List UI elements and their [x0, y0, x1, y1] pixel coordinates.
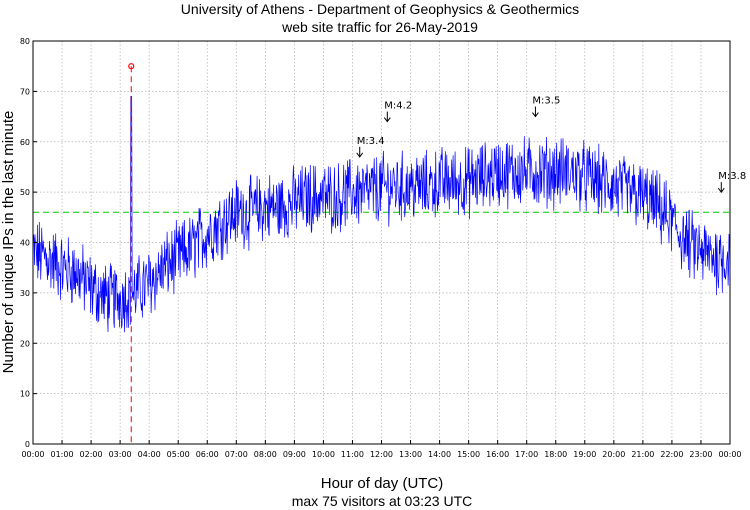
- x-axis-ticks: 00:00 01:00 02:00 03:00 04:00 05:00 06:00 07:00…: [21, 440, 742, 459]
- x-tick-label: 14:00: [428, 450, 451, 459]
- x-tick-label: 12:00: [370, 450, 393, 459]
- y-axis-ticks: 0 10 20 30 40 50 60 70 80: [20, 37, 37, 449]
- grid: [33, 41, 730, 444]
- y-tick-label: 40: [20, 239, 30, 248]
- peak-point: [128, 63, 135, 70]
- earthquake-markers: M:3.4 M:4.2 M:3.5 M:3.8: [356, 96, 746, 193]
- earthquake-arrowhead: [383, 117, 391, 123]
- x-tick-label: 15:00: [457, 450, 480, 459]
- x-tick-label: 03:00: [109, 450, 132, 459]
- y-tick-label: 0: [25, 440, 30, 449]
- earthquake-arrowhead: [717, 187, 725, 193]
- y-tick-label: 30: [20, 289, 30, 298]
- x-tick-label: 23:00: [689, 450, 712, 459]
- chart-subtitle: web site traffic for 26-May-2019: [281, 19, 478, 35]
- x-tick-label: 16:00: [486, 450, 509, 459]
- x-tick-label: 00:00: [21, 450, 44, 459]
- x-axis-sublabel: max 75 visitors at 03:23 UTC: [292, 493, 473, 509]
- y-tick-label: 80: [20, 37, 30, 46]
- x-tick-label: 09:00: [283, 450, 306, 459]
- x-tick-label: 00:00: [718, 450, 741, 459]
- x-tick-label: 05:00: [167, 450, 190, 459]
- y-tick-label: 10: [20, 390, 30, 399]
- x-tick-label: 18:00: [544, 450, 567, 459]
- chart-title: University of Athens - Department of Geo…: [181, 1, 579, 17]
- x-axis-label: Hour of day (UTC): [321, 475, 444, 492]
- series-traffic: [32, 96, 731, 333]
- earthquake-arrowhead: [356, 152, 364, 158]
- x-tick-label: 22:00: [660, 450, 683, 459]
- earthquake-label: M:3.5: [532, 96, 560, 107]
- series-line: [32, 96, 731, 333]
- earthquake-arrowhead: [532, 112, 539, 118]
- x-tick-label: 11:00: [341, 450, 364, 459]
- peak-marker: [128, 63, 135, 444]
- x-tick-label: 21:00: [631, 450, 654, 459]
- earthquake-label: M:3.4: [357, 136, 385, 147]
- x-tick-label: 02:00: [80, 450, 103, 459]
- y-tick-label: 60: [20, 138, 30, 147]
- x-tick-label: 04:00: [138, 450, 161, 459]
- x-tick-label: 19:00: [573, 450, 596, 459]
- x-tick-label: 07:00: [225, 450, 248, 459]
- x-tick-label: 17:00: [515, 450, 538, 459]
- x-tick-label: 01:00: [51, 450, 74, 459]
- x-tick-label: 20:00: [602, 450, 625, 459]
- x-tick-label: 06:00: [196, 450, 219, 459]
- y-tick-label: 20: [20, 339, 30, 348]
- earthquake-label: M:3.8: [718, 171, 746, 182]
- y-tick-label: 50: [20, 188, 30, 197]
- y-axis-label: Number of unique IPs in the last minute: [0, 111, 17, 374]
- earthquake-label: M:4.2: [384, 101, 412, 112]
- x-tick-label: 10:00: [312, 450, 335, 459]
- x-tick-label: 08:00: [254, 450, 277, 459]
- x-tick-label: 13:00: [399, 450, 422, 459]
- y-tick-label: 70: [20, 87, 30, 96]
